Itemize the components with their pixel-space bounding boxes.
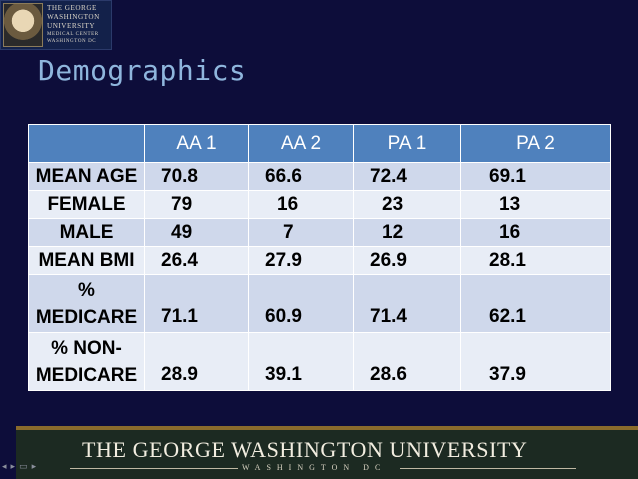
footer-rule-right <box>400 468 576 469</box>
cell-pa1: 72.4 <box>353 162 461 191</box>
logo-line-1: THE GEORGE <box>47 4 97 12</box>
table-row-female: FEMALE 79 16 23 13 <box>28 190 611 219</box>
next-icon[interactable]: ▸ <box>10 461 16 471</box>
table-row-mean-age: MEAN AGE 70.8 66.6 72.4 69.1 <box>28 162 611 191</box>
cell-pa1: 71.4 <box>353 274 461 333</box>
header-pa2: PA 2 <box>460 124 611 163</box>
row-label-line-2: MEDICARE <box>35 364 138 386</box>
cell-aa1: 70.8 <box>144 162 249 191</box>
menu-icon[interactable]: ▭ <box>19 461 28 471</box>
row-label: MEAN AGE <box>28 162 145 191</box>
cell-aa2: 16 <box>248 190 354 219</box>
cell-aa1: 71.1 <box>144 274 249 333</box>
cell-aa1: 49 <box>144 218 249 247</box>
slide-title: Demographics <box>38 54 247 87</box>
cell-aa2: 27.9 <box>248 246 354 275</box>
slide-nav-controls: ◂ ▸ ▭ ▸ <box>2 462 36 471</box>
cell-aa2: 60.9 <box>248 274 354 333</box>
footer-rule-left <box>70 468 238 469</box>
cell-aa1: 28.9 <box>144 332 249 391</box>
footer-university-name: THE GEORGE WASHINGTON UNIVERSITY <box>82 437 528 462</box>
cell-pa1: 12 <box>353 218 461 247</box>
gwu-medical-logo: THE GEORGE WASHINGTON UNIVERSITY MEDICAL… <box>0 0 112 50</box>
cell-aa1: 26.4 <box>144 246 249 275</box>
footer-location: WASHINGTON DC <box>242 463 387 472</box>
logo-line-2: WASHINGTON <box>47 13 100 21</box>
header-pa1: PA 1 <box>353 124 461 163</box>
row-label-line-1: % NON- <box>51 337 122 359</box>
header-cell-empty <box>28 124 145 163</box>
play-icon[interactable]: ▸ <box>31 461 37 471</box>
cell-pa1: 26.9 <box>353 246 461 275</box>
cell-aa2: 7 <box>248 218 354 247</box>
table-row-mean-bmi: MEAN BMI 26.4 27.9 26.9 28.1 <box>28 246 611 275</box>
cell-pa2: 28.1 <box>460 246 611 275</box>
prev-icon[interactable]: ◂ <box>2 461 7 471</box>
washington-portrait-icon <box>3 3 43 47</box>
table-row-non-medicare: % NON- MEDICARE 28.9 39.1 28.6 37.9 <box>28 332 611 391</box>
row-label-line-2: MEDICARE <box>35 306 138 328</box>
logo-line-5: WASHINGTON DC <box>47 39 97 44</box>
row-label: % NON- MEDICARE <box>28 332 145 391</box>
row-label: MEAN BMI <box>28 246 145 275</box>
logo-line-3: UNIVERSITY <box>47 22 96 30</box>
cell-pa2: 16 <box>460 218 611 247</box>
table-row-medicare: % MEDICARE 71.1 60.9 71.4 62.1 <box>28 274 611 333</box>
cell-pa2: 62.1 <box>460 274 611 333</box>
gwu-footer-banner: THE GEORGE WASHINGTON UNIVERSITY WASHING… <box>16 426 638 479</box>
demographics-table: AA 1 AA 2 PA 1 PA 2 MEAN AGE 70.8 66.6 7… <box>28 124 611 391</box>
logo-line-4: MEDICAL CENTER <box>47 32 99 37</box>
header-aa2: AA 2 <box>248 124 354 163</box>
cell-pa1: 28.6 <box>353 332 461 391</box>
row-label: FEMALE <box>28 190 145 219</box>
row-label: MALE <box>28 218 145 247</box>
row-label: % MEDICARE <box>28 274 145 333</box>
row-label-line-1: % <box>78 279 95 301</box>
logo-text: THE GEORGE WASHINGTON UNIVERSITY MEDICAL… <box>47 4 111 45</box>
table-header-row: AA 1 AA 2 PA 1 PA 2 <box>28 124 611 163</box>
table-row-male: MALE 49 7 12 16 <box>28 218 611 247</box>
cell-aa1: 79 <box>144 190 249 219</box>
cell-pa2: 37.9 <box>460 332 611 391</box>
cell-pa2: 13 <box>460 190 611 219</box>
cell-pa1: 23 <box>353 190 461 219</box>
header-aa1: AA 1 <box>144 124 249 163</box>
cell-aa2: 39.1 <box>248 332 354 391</box>
cell-pa2: 69.1 <box>460 162 611 191</box>
cell-aa2: 66.6 <box>248 162 354 191</box>
